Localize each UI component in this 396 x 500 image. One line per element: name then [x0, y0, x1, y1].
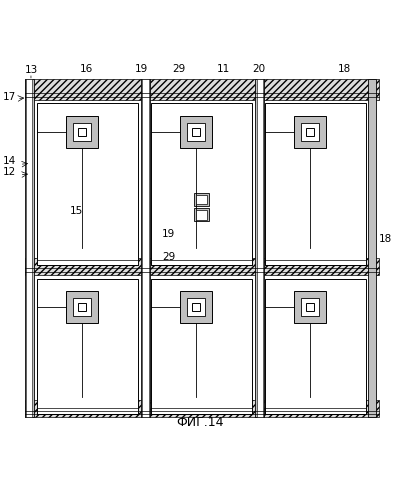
Bar	[194, 208, 209, 222]
Text: 29: 29	[162, 252, 175, 262]
Text: 14: 14	[2, 156, 16, 166]
Text: 19: 19	[162, 228, 175, 238]
Bar	[37, 278, 137, 413]
Bar	[141, 79, 150, 417]
Text: 18: 18	[379, 234, 392, 244]
Text: 12: 12	[2, 166, 16, 176]
Bar	[265, 104, 366, 265]
Bar	[255, 79, 264, 417]
Bar	[306, 128, 314, 136]
Polygon shape	[25, 400, 379, 417]
Polygon shape	[25, 258, 379, 274]
Bar	[73, 298, 91, 316]
Bar	[27, 79, 32, 417]
Bar	[301, 298, 319, 316]
Bar	[143, 79, 148, 417]
Bar	[151, 278, 252, 413]
Bar	[257, 79, 263, 417]
Text: 16: 16	[80, 64, 93, 74]
Bar	[196, 195, 207, 204]
Bar	[25, 79, 34, 417]
Text: ФИГ.14: ФИГ.14	[177, 416, 224, 429]
Bar	[306, 303, 314, 312]
Bar	[78, 128, 86, 136]
Bar	[294, 116, 326, 148]
Bar	[187, 298, 205, 316]
Text: 13: 13	[24, 65, 38, 75]
Bar	[73, 123, 91, 141]
Bar	[66, 291, 98, 324]
Polygon shape	[25, 79, 379, 100]
Bar	[301, 123, 319, 141]
Bar	[151, 104, 252, 265]
Bar	[78, 303, 86, 312]
Bar	[368, 79, 376, 417]
Bar	[194, 193, 209, 206]
Text: 17: 17	[2, 92, 16, 102]
Bar	[187, 123, 205, 141]
Text: 11: 11	[217, 64, 230, 74]
Bar	[180, 116, 212, 148]
Text: 18: 18	[338, 64, 352, 74]
Text: 20: 20	[253, 64, 266, 74]
Bar	[66, 116, 98, 148]
Bar	[265, 278, 366, 413]
Bar	[192, 303, 200, 312]
Bar	[37, 104, 137, 265]
Bar	[180, 291, 212, 324]
Text: 29: 29	[173, 64, 186, 74]
Bar	[192, 128, 200, 136]
Text: 19: 19	[135, 64, 148, 74]
Bar	[196, 210, 207, 220]
Bar	[294, 291, 326, 324]
Text: 15: 15	[70, 206, 83, 216]
